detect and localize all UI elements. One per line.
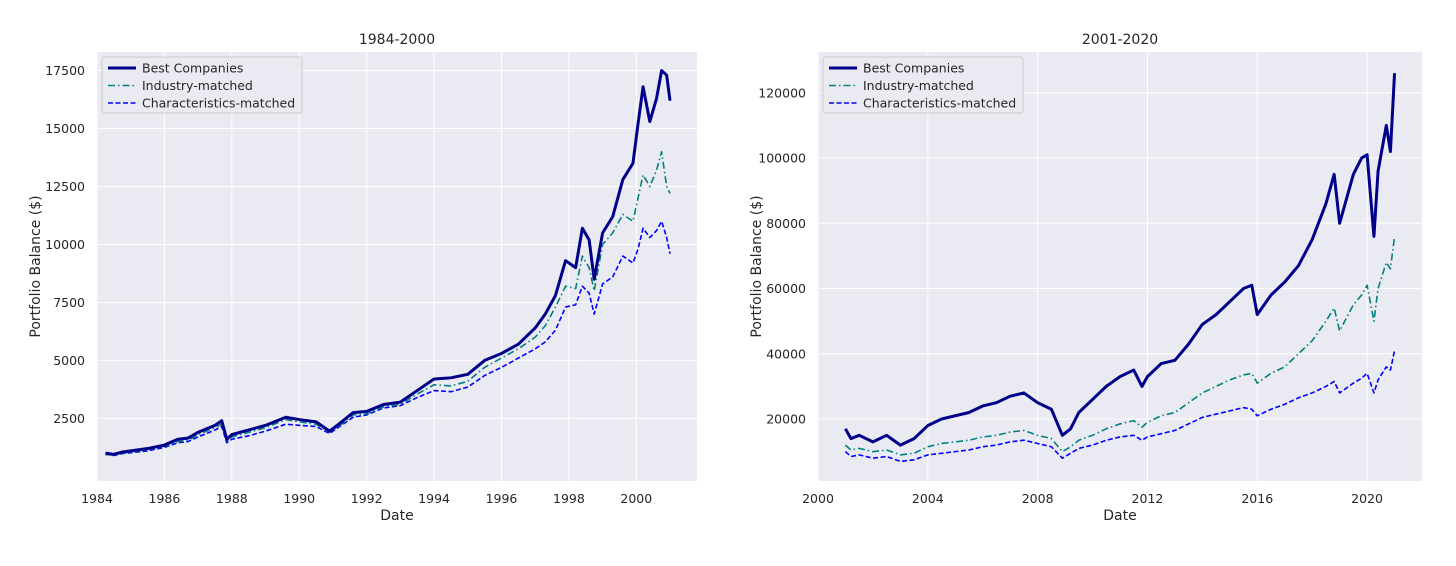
plot-area [97, 52, 697, 481]
x-tick-label: 1992 [351, 491, 383, 506]
series-line-best-companies [844, 73, 1397, 447]
y-tick-label: 15000 [45, 121, 85, 136]
y-axis-label: Portfolio Balance ($) [28, 195, 44, 337]
y-tick-label: 40000 [766, 346, 806, 361]
legend-entry: Best Companies [863, 61, 964, 76]
y-tick-label: 60000 [766, 281, 806, 296]
x-tick-label: 1986 [149, 491, 181, 506]
y-tick-label: 120000 [758, 85, 806, 100]
x-tick-label: 2004 [912, 491, 944, 506]
series-line-best-companies [105, 69, 672, 456]
y-tick-label: 12500 [45, 179, 85, 194]
x-tick-label: 2000 [802, 491, 834, 506]
y-tick-label: 10000 [45, 237, 85, 252]
x-tick-label: 1984 [81, 491, 113, 506]
chart-title: 1984-2000 [359, 32, 435, 48]
chart-panel-2: 2000 2004 2008 2012 2016 2020 20000 40000 60000 8… [749, 32, 1422, 524]
y-tick-label: 5000 [53, 353, 85, 368]
x-tick-label: 2008 [1022, 491, 1054, 506]
y-axis-label: Portfolio Balance ($) [749, 195, 765, 337]
series-line-characteristics-matched [844, 350, 1396, 463]
x-tick-label: 1988 [216, 491, 248, 506]
y-tick-label: 2500 [53, 411, 85, 426]
legend-box [822, 56, 1024, 114]
x-tick-label: 1996 [486, 491, 518, 506]
chart-title: 2001-2020 [1082, 32, 1158, 48]
chart-panel-1: 1984 1986 1988 1990 1992 1994 1996 1998 2000 2500… [28, 32, 697, 524]
legend: Best Companies Industry-matched Characteri… [822, 56, 1024, 114]
x-tick-label: 1990 [283, 491, 315, 506]
legend-entry: Characteristics-matched [142, 96, 295, 111]
plot-area [818, 52, 1422, 481]
x-tick-label: 2016 [1241, 491, 1273, 506]
y-tick-label: 20000 [766, 412, 806, 427]
legend: Best Companies Industry-matched Characteri… [101, 56, 303, 114]
series-line-industry-matched [105, 150, 671, 456]
x-axis-label: Date [1103, 508, 1136, 524]
y-tick-label: 17500 [45, 63, 85, 78]
x-tick-label: 1994 [418, 491, 450, 506]
y-tick-label: 100000 [758, 151, 806, 166]
x-tick-label: 2000 [620, 491, 652, 506]
y-tick-label: 7500 [53, 295, 85, 310]
legend-entry: Industry-matched [863, 78, 974, 93]
legend-box [101, 56, 303, 114]
x-axis-label: Date [380, 508, 413, 524]
legend-entry: Industry-matched [142, 78, 253, 93]
x-tick-label: 2012 [1132, 491, 1164, 506]
series-line-characteristics-matched [105, 220, 671, 457]
series-line-industry-matched [844, 236, 1396, 456]
x-tick-label: 2020 [1351, 491, 1383, 506]
legend-entry: Characteristics-matched [863, 96, 1016, 111]
y-tick-label: 80000 [766, 216, 806, 231]
x-tick-label: 1998 [553, 491, 585, 506]
legend-entry: Best Companies [142, 61, 243, 76]
